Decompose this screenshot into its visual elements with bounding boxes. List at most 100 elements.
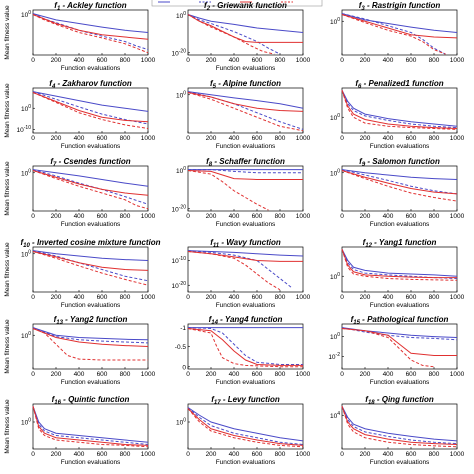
title-subscript: 7 — [53, 162, 57, 168]
y-tick-label: 10-2 — [328, 352, 340, 361]
x-tick-label: 600 — [252, 294, 263, 301]
x-tick-label: 0 — [31, 294, 35, 301]
y-tick-label: 100 — [21, 331, 31, 340]
x-tick-label: 1000 — [450, 294, 465, 301]
x-tick-label: 0 — [31, 451, 35, 458]
x-tick-label: 0 — [340, 451, 344, 458]
x-tick-label: 800 — [275, 294, 286, 301]
x-tick-label: 600 — [97, 451, 108, 458]
y-tick-base: 10 — [176, 168, 184, 175]
panel-15: f15 - Pathological function 0 200 400 600 800… — [328, 315, 464, 386]
series-line-2 — [32, 13, 149, 51]
series-line-3 — [187, 408, 304, 446]
title-name: - Inverted cosine mixture function — [30, 238, 161, 247]
title-f: f — [209, 315, 213, 324]
x-tick-label: 800 — [120, 213, 131, 220]
x-tick-label: 1000 — [450, 371, 465, 378]
series-line-3 — [341, 14, 458, 39]
x-tick-label: 0 — [186, 57, 190, 64]
title-subscript: 9 — [362, 162, 366, 168]
title-subscript: 16 — [54, 400, 61, 406]
x-tick-label: 0 — [186, 213, 190, 220]
title-subscript: 1 — [57, 6, 61, 12]
x-tick-label: 400 — [383, 371, 394, 378]
y-tick-base: 10 — [328, 354, 336, 361]
title-subscript: 11 — [213, 243, 220, 249]
title-subscript: 8 — [209, 162, 213, 168]
title-name: - Csendes function — [56, 157, 130, 166]
x-tick-label: 1000 — [141, 57, 156, 64]
panel-title: f2 - Griewank function — [204, 1, 287, 12]
x-tick-label: 600 — [252, 57, 263, 64]
title-f: f — [355, 79, 359, 88]
x-tick-label: 600 — [97, 213, 108, 220]
panel-14: f14 - Yang4 function 0 200 400 600 800 1000 -1 -… — [175, 315, 311, 386]
title-name: - Levy function — [221, 395, 280, 404]
title-subscript: 15 — [353, 320, 360, 326]
axes-box — [341, 165, 458, 212]
title-name: - Yang1 function — [372, 238, 437, 247]
x-tick-label: 600 — [252, 135, 263, 142]
x-tick-label: 600 — [97, 371, 108, 378]
axes-box — [32, 403, 149, 450]
title-name: - Qing function — [375, 395, 434, 404]
series-line-4 — [341, 170, 458, 202]
x-tick-label: 600 — [406, 451, 417, 458]
panel-title: f12 - Yang1 function — [363, 238, 437, 249]
series-line-3 — [341, 328, 457, 356]
x-axis-label: Function evaluations — [61, 143, 121, 150]
series-line-2 — [341, 406, 458, 445]
y-tick-base: 10 — [21, 420, 29, 427]
series-line-4 — [187, 92, 304, 132]
y-tick-exponent: 0 — [28, 331, 31, 337]
y-tick-base: 10 — [21, 12, 29, 19]
y-tick-exponent: 0 — [183, 11, 186, 17]
series-line-1 — [187, 91, 304, 109]
x-axis-label: Function evaluations — [61, 379, 121, 386]
y-tick-base: 10 — [21, 106, 29, 113]
x-tick-label: 600 — [97, 294, 108, 301]
series-line-3 — [187, 251, 303, 262]
x-tick-label: 400 — [229, 371, 240, 378]
panel-18: f18 - Qing function 0 200 400 600 800 1000 104 F… — [330, 395, 465, 466]
x-tick-label: 1000 — [296, 213, 311, 220]
x-tick-label: 1000 — [141, 371, 156, 378]
title-subscript: 17 — [214, 400, 221, 406]
x-tick-label: 400 — [383, 57, 394, 64]
y-tick-exponent: 4 — [337, 411, 340, 417]
x-tick-label: 400 — [383, 213, 394, 220]
title-subscript: 13 — [56, 320, 63, 326]
series-line-2 — [187, 14, 281, 55]
x-tick-label: 0 — [340, 57, 344, 64]
x-tick-label: 0 — [340, 294, 344, 301]
panel-title: f10 - Inverted cosine mixture function — [20, 238, 160, 249]
series-line-3 — [341, 406, 458, 445]
series-line-3 — [187, 170, 303, 180]
y-tick-label: 100 — [330, 332, 340, 341]
x-tick-label: 800 — [275, 57, 286, 64]
title-subscript: 12 — [365, 243, 372, 249]
series-line-4 — [32, 170, 149, 210]
panel-title: f6 - Penalized1 function — [355, 79, 443, 90]
title-subscript: 5 — [213, 84, 217, 90]
x-tick-label: 800 — [275, 135, 286, 142]
axes-box — [32, 165, 149, 212]
y-tick-exponent: 0 — [28, 168, 31, 174]
series-line-4 — [341, 14, 446, 55]
x-tick-label: 800 — [275, 213, 286, 220]
y-tick-exponent: 0 — [337, 168, 340, 174]
x-axis-label: Function evaluations — [370, 302, 430, 309]
y-tick-label: 100 — [330, 168, 340, 177]
title-f: f — [359, 157, 363, 166]
x-tick-label: 0 — [31, 135, 35, 142]
y-tick-exponent: -20 — [179, 281, 186, 287]
x-tick-label: 1000 — [141, 213, 156, 220]
x-axis-label: Function evaluations — [61, 302, 121, 309]
x-tick-label: 1000 — [450, 213, 465, 220]
y-tick-label: 100 — [21, 10, 31, 19]
x-axis-label: Function evaluations — [216, 379, 276, 386]
x-tick-label: 0 — [31, 371, 35, 378]
